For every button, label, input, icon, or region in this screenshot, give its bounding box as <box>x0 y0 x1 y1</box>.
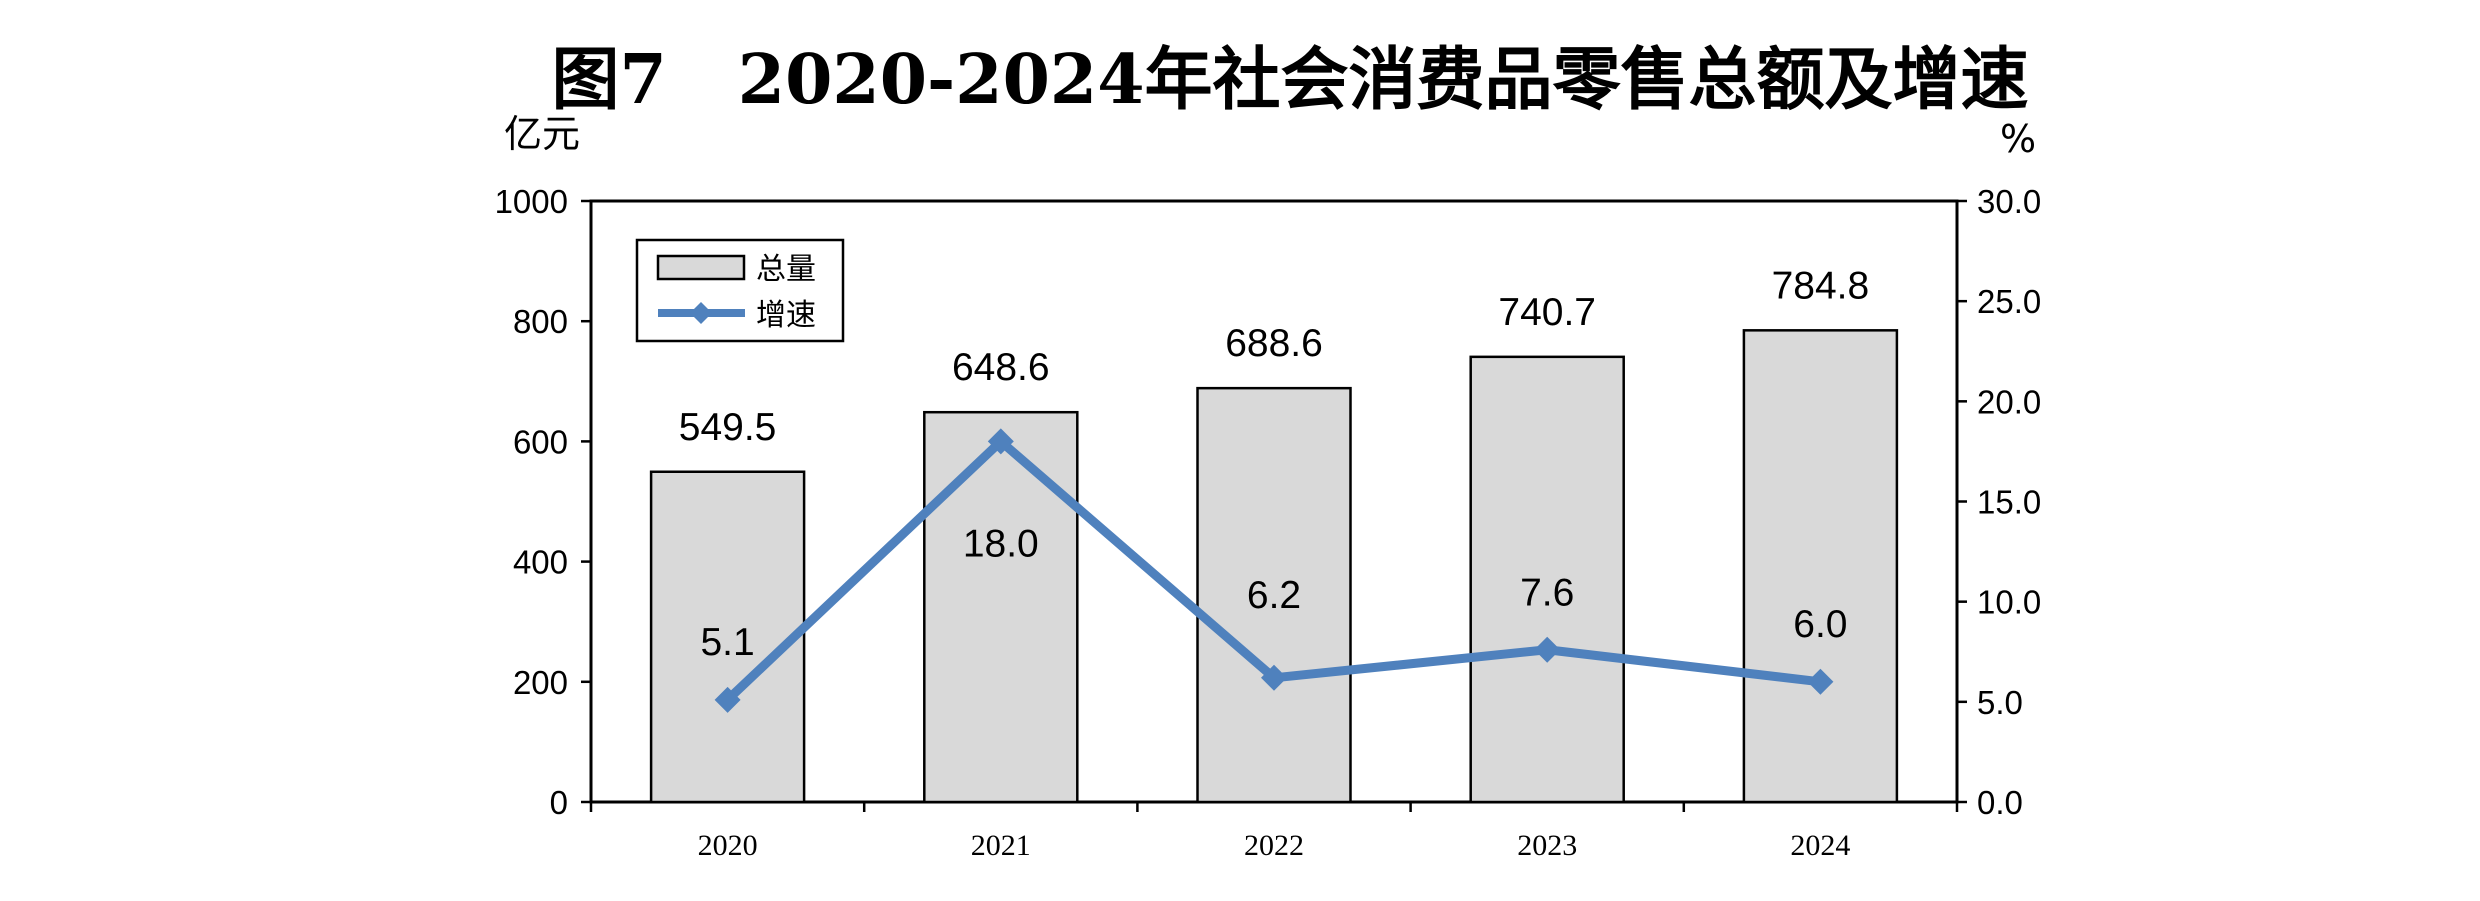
bar-value-label-2021: 648.6 <box>952 346 1050 389</box>
growth-value-label-2024: 6.0 <box>1793 603 1847 646</box>
right-tick-label: 15.0 <box>1977 484 2041 521</box>
category-labels: 2020 2021 2022 2023 2024 <box>589 802 1959 862</box>
legend-line-label: 增速 <box>756 298 816 333</box>
growth-point-2020 <box>714 686 741 713</box>
x-tick-label-2020: 2020 <box>698 829 758 862</box>
left-axis-ticks: 0 200 400 600 800 1000 <box>495 183 591 821</box>
left-tick-label: 800 <box>513 303 568 340</box>
bar-value-label-2024: 784.8 <box>1772 264 1870 307</box>
right-axis-ticks: 0.0 5.0 10.0 15.0 20.0 25.0 30.0 <box>1957 183 2041 821</box>
bars <box>649 329 1899 804</box>
growth-line-group <box>714 428 1834 713</box>
growth-value-label-2023: 7.6 <box>1520 572 1574 615</box>
bar-2023 <box>1469 355 1625 804</box>
legend-bar-label: 总量 <box>756 252 816 287</box>
growth-point-2022 <box>1261 664 1287 691</box>
left-tick-label: 200 <box>513 664 568 701</box>
left-axis-unit: 亿元 <box>504 112 580 156</box>
right-tick-label: 0.0 <box>1977 784 2023 821</box>
growth-value-label-2021: 18.0 <box>963 522 1039 565</box>
left-tick-label: 400 <box>513 544 568 581</box>
x-tick-label-2024: 2024 <box>1790 829 1850 862</box>
legend-diamond-icon <box>690 302 712 324</box>
growth-value-label-2020: 5.1 <box>700 621 754 664</box>
right-tick-label: 5.0 <box>1977 684 2023 721</box>
chart-title: 图7 2020-2024年社会消费品零售总额及增速 <box>551 40 2028 120</box>
x-tick-label-2021: 2021 <box>971 829 1031 862</box>
right-tick-label: 30.0 <box>1977 183 2041 220</box>
x-tick-label-2023: 2023 <box>1517 829 1577 862</box>
right-axis-unit: % <box>2000 117 2036 161</box>
bar-2022 <box>1196 386 1352 804</box>
bar-value-label-2020: 549.5 <box>679 406 777 449</box>
growth-point-2024 <box>1807 668 1834 695</box>
left-tick-label: 600 <box>513 423 568 460</box>
right-tick-label: 10.0 <box>1977 584 2041 621</box>
legend-bar-swatch <box>656 254 746 281</box>
bar-2021 <box>923 410 1079 804</box>
right-tick-label: 20.0 <box>1977 383 2041 420</box>
legend: 总量 增速 <box>635 238 845 343</box>
bar-2024 <box>1742 329 1899 804</box>
left-tick-label: 0 <box>550 784 568 821</box>
growth-value-label-2022: 6.2 <box>1247 574 1301 617</box>
x-tick-label-2022: 2022 <box>1244 829 1304 862</box>
growth-point-2021 <box>987 428 1014 455</box>
left-tick-label: 1000 <box>495 183 568 220</box>
right-tick-label: 25.0 <box>1977 283 2041 320</box>
bar-2020 <box>649 470 806 804</box>
bar-labels: 549.5 648.6 688.6 740.7 784.8 <box>679 264 1869 448</box>
bar-value-label-2022: 688.6 <box>1225 322 1323 365</box>
growth-point-2023 <box>1534 636 1561 663</box>
growth-labels: 5.1 18.0 6.2 7.6 6.0 <box>700 522 1847 663</box>
bar-value-label-2023: 740.7 <box>1498 291 1596 334</box>
